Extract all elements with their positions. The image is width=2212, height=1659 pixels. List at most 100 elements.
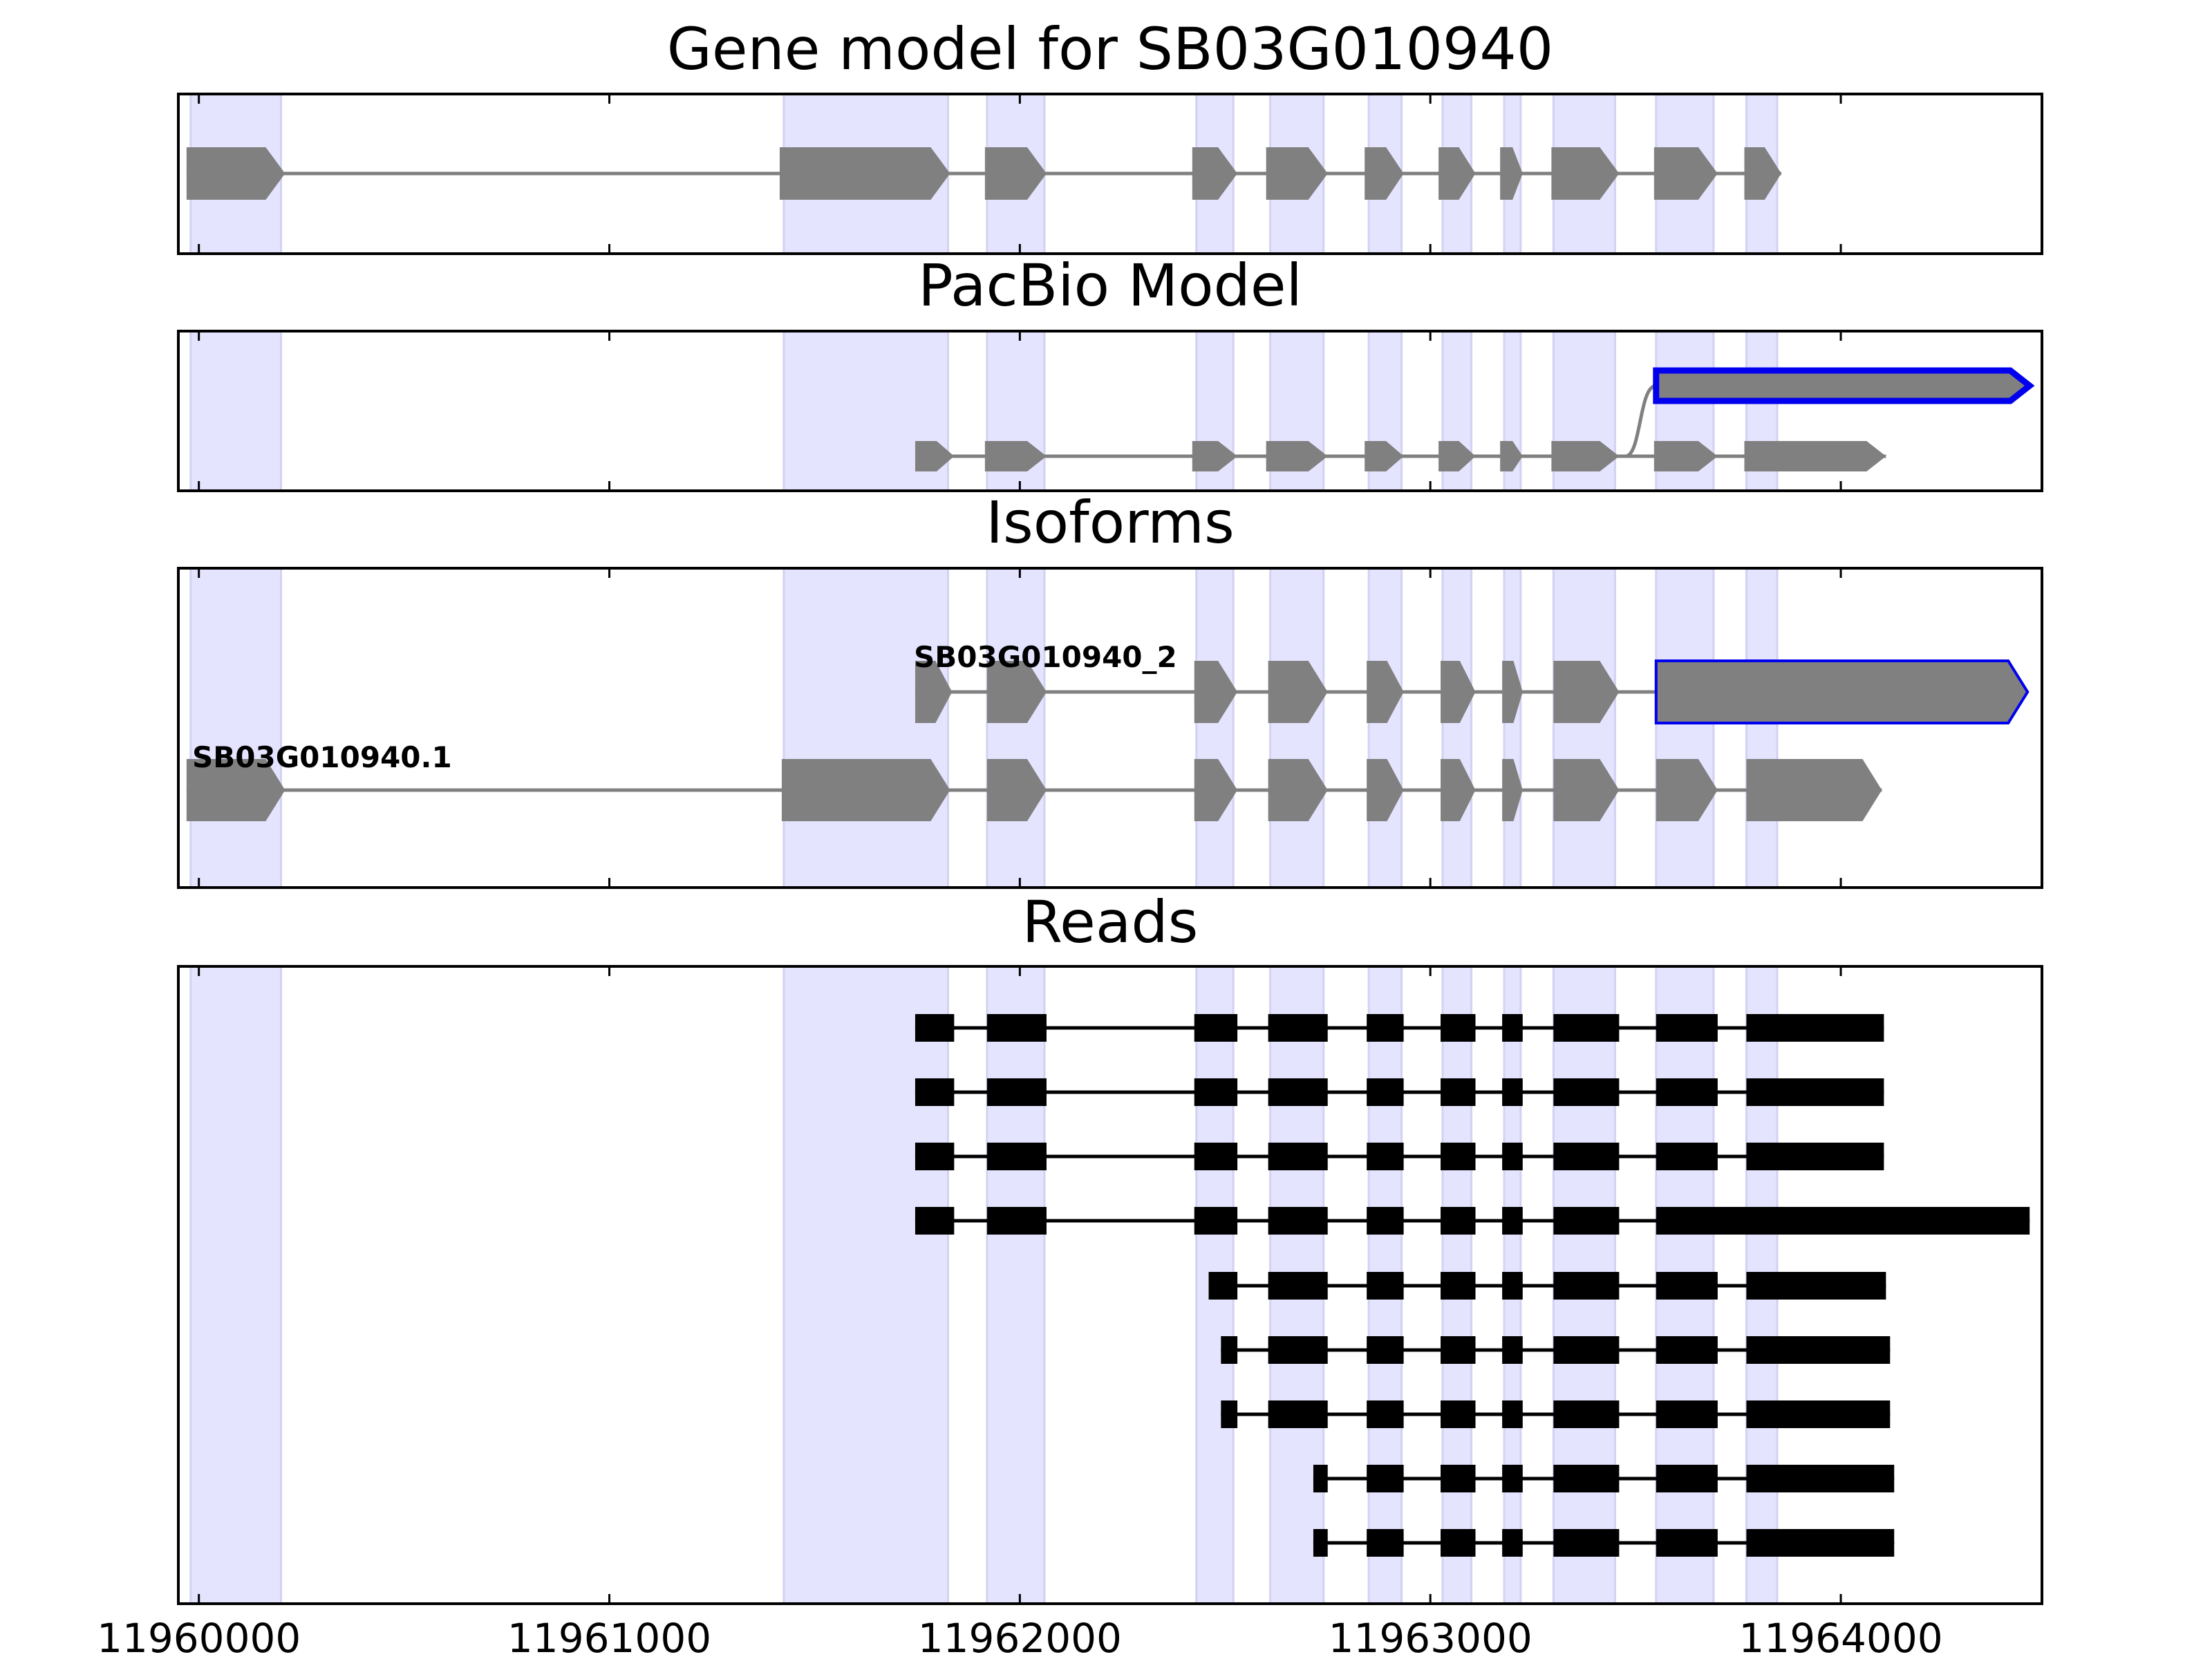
read-block [1502,1207,1523,1235]
read [1221,1400,1891,1428]
read-block [986,1207,1047,1235]
exon [1438,441,1476,471]
x-tick-label: 11960000 [97,1615,301,1659]
read-block [1268,1014,1328,1042]
branch-connector [1617,384,1657,458]
panel-3: Isoforms SB03G010940_2 SB03G010940.1 [177,489,2043,889]
exon [1502,661,1523,723]
read [915,1143,1884,1170]
isoform-label: SB03G010940.1 [192,740,452,774]
read-block [1367,1465,1404,1492]
transcript [186,147,1781,200]
exon [986,759,1047,821]
exon [1500,147,1523,200]
read-block [1553,1400,1620,1428]
read-block [1746,1272,1886,1300]
read-block [1367,1272,1404,1300]
read [1221,1336,1891,1364]
panel-frame [177,330,2043,492]
read-block [1367,1207,1404,1235]
exon [915,661,953,723]
read-block [1553,1529,1620,1557]
panel-frame [177,965,2043,1605]
panel-frame [177,567,2043,889]
exon [1365,441,1404,471]
read-block [1441,1465,1476,1492]
read-block [986,1014,1047,1042]
read-block [1656,1207,2030,1235]
read-block [1194,1143,1238,1170]
transcript: SB03G010940.1 [186,740,1882,821]
read-block [1746,1465,1895,1492]
read-block [1367,1078,1404,1106]
read-block [1746,1014,1884,1042]
transcript [915,441,1886,471]
exon [1553,661,1620,723]
exon [1268,759,1328,821]
panel-title: Reads [1022,888,1199,956]
panel-title: Isoforms [986,489,1235,556]
read-block [1208,1272,1238,1300]
exon [1194,759,1238,821]
read-block [1441,1143,1476,1170]
read-block [1502,1272,1523,1300]
read-block [1553,1207,1620,1235]
highlight-region [986,965,1046,1605]
exon [1551,441,1620,471]
read-block [1502,1014,1523,1042]
highlighted-exon [1653,367,2035,404]
isoform-label: SB03G010940_2 [914,640,1177,674]
exon [1266,441,1328,471]
highlight-region [782,567,949,889]
exon [1441,759,1476,821]
x-tick-label: 11962000 [918,1615,1122,1659]
panel-title: Gene model for SB03G010940 [667,15,1553,83]
read-block [1268,1207,1328,1235]
read-block [1502,1529,1523,1557]
panel-1: Gene model for SB03G010940 [177,15,2043,255]
highlight-region [1655,567,1715,889]
panel-frame [177,93,2043,255]
transcript: SB03G010940_2 [914,640,2030,724]
read-block [1502,1336,1523,1364]
x-tick-label: 11964000 [1738,1615,1942,1659]
read-block [1502,1465,1523,1492]
read-block [1553,1465,1620,1492]
exon [781,759,950,821]
exon [1500,441,1523,471]
read-block [1746,1078,1884,1106]
panel-title: PacBio Model [918,252,1302,319]
highlight-region [1503,567,1522,889]
exon [984,441,1047,471]
read-block [1194,1014,1238,1042]
read-block [1441,1014,1476,1042]
read-block [1441,1400,1476,1428]
read-block [1313,1529,1328,1557]
highlighted-exon [1654,659,2030,724]
exon [186,759,285,821]
exon [1744,147,1781,200]
read-block [1746,1529,1895,1557]
read-block [1656,1529,1718,1557]
read-block [1268,1078,1328,1106]
read [915,1078,1884,1106]
read-block [1746,1336,1891,1364]
read-block [986,1143,1047,1170]
read [1313,1529,1895,1557]
read-block [1441,1272,1476,1300]
exon [1192,147,1238,200]
exon [1367,759,1404,821]
read-block [1441,1078,1476,1106]
exon [1266,147,1328,200]
x-axis: 11960000 11961000 11962000 11963000 11964000 [97,1615,1943,1659]
exon [1441,661,1476,723]
read-block [1746,1400,1891,1428]
read-block [1553,1078,1620,1106]
exon [1192,441,1238,471]
read-block [1656,1400,1718,1428]
read-block [1553,1272,1620,1300]
read-block [1441,1529,1476,1557]
read-block [1367,1143,1404,1170]
highlight-region [189,965,282,1605]
